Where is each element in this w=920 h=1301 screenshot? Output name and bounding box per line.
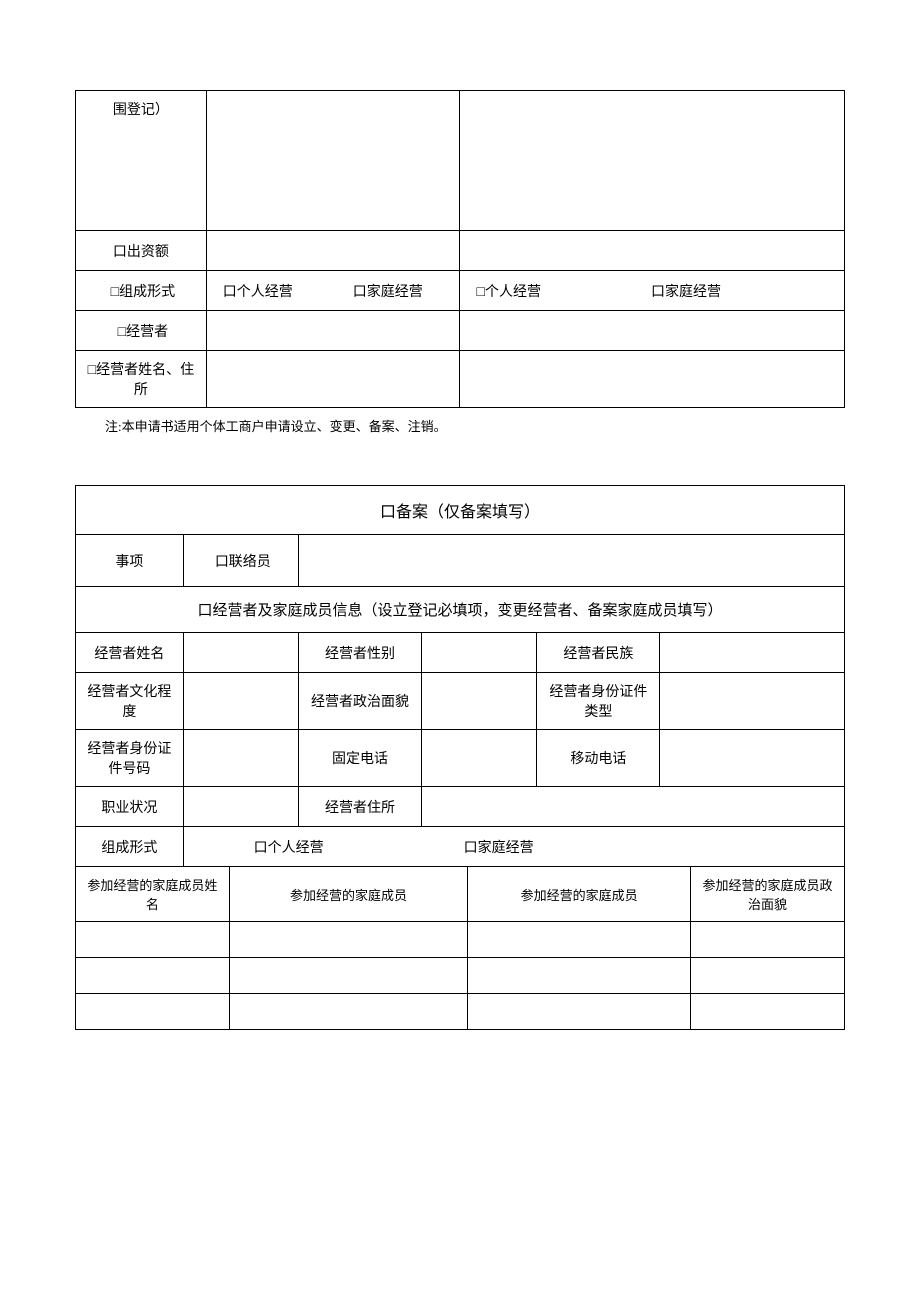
family-r3-c3[interactable] <box>468 994 691 1030</box>
operator-addr-label: 经营者住所 <box>298 787 421 827</box>
composition-opts-left[interactable]: 口个人经营 口家庭经营 <box>206 271 460 311</box>
operator-name-addr-val2[interactable] <box>460 351 845 408</box>
id-type-value[interactable] <box>660 673 845 730</box>
opt-personal-2[interactable]: □个人经营 <box>476 281 540 301</box>
family-r1-c4[interactable] <box>691 922 845 958</box>
liaison-value[interactable] <box>298 535 844 587</box>
capital-val1[interactable] <box>206 231 460 271</box>
landline-label: 固定电话 <box>298 730 421 787</box>
landline-value[interactable] <box>422 730 537 787</box>
scope-registration-val2[interactable] <box>460 91 845 231</box>
family-name-header: 参加经营的家庭成员姓名 <box>76 867 230 922</box>
operator-name-addr-val1[interactable] <box>206 351 460 408</box>
occupation-value[interactable] <box>183 787 298 827</box>
family-r1-c1[interactable] <box>76 922 230 958</box>
mobile-value[interactable] <box>660 730 845 787</box>
opt2-family[interactable]: 口家庭经营 <box>464 837 534 857</box>
operator-gender-value[interactable] <box>422 633 537 673</box>
scope-registration-label: 围登记） <box>76 91 207 231</box>
political-label: 经营者政治面貌 <box>298 673 421 730</box>
operator-label: □经营者 <box>76 311 207 351</box>
scope-registration-val1[interactable] <box>206 91 460 231</box>
family-r3-c1[interactable] <box>76 994 230 1030</box>
family-h2: 参加经营的家庭成员 <box>229 867 467 922</box>
lower-form-table: 口备案（仅备案填写） 事项 口联络员 口经营者及家庭成员信息（设立登记必填项，变… <box>75 485 845 1030</box>
family-h4: 参加经营的家庭成员政治面貌 <box>691 867 845 922</box>
education-label: 经营者文化程度 <box>76 673 184 730</box>
upper-form-table: 围登记） 口出资额 □组成形式 口个人经营 口家庭经营 □个人经营 口家庭经营 … <box>75 90 845 408</box>
political-value[interactable] <box>422 673 537 730</box>
opt-family-1[interactable]: 口家庭经营 <box>353 281 423 301</box>
education-value[interactable] <box>183 673 298 730</box>
family-r2-c4[interactable] <box>691 958 845 994</box>
mobile-label: 移动电话 <box>537 730 660 787</box>
operator-name-label: 经营者姓名 <box>76 633 184 673</box>
family-r3-c4[interactable] <box>691 994 845 1030</box>
id-number-label: 经营者身份证件号码 <box>76 730 184 787</box>
id-type-label: 经营者身份证件类型 <box>537 673 660 730</box>
family-r1-c3[interactable] <box>468 922 691 958</box>
composition2-options[interactable]: 口个人经营 口家庭经营 <box>183 827 844 867</box>
capital-val2[interactable] <box>460 231 845 271</box>
operator-name-value[interactable] <box>183 633 298 673</box>
composition2-label: 组成形式 <box>76 827 184 867</box>
capital-label: 口出资额 <box>76 231 207 271</box>
operator-info-section-header: 口经营者及家庭成员信息（设立登记必填项，变更经营者、备案家庭成员填写） <box>76 587 845 633</box>
filing-section-header: 口备案（仅备案填写） <box>76 486 845 535</box>
id-number-value[interactable] <box>183 730 298 787</box>
operator-val2[interactable] <box>460 311 845 351</box>
family-r2-c2[interactable] <box>229 958 467 994</box>
family-r3-c2[interactable] <box>229 994 467 1030</box>
operator-ethnicity-label: 经营者民族 <box>537 633 660 673</box>
family-r2-c3[interactable] <box>468 958 691 994</box>
operator-addr-value[interactable] <box>422 787 845 827</box>
family-h3: 参加经营的家庭成员 <box>468 867 691 922</box>
family-r1-c2[interactable] <box>229 922 467 958</box>
liaison-label: 口联络员 <box>183 535 298 587</box>
operator-gender-label: 经营者性别 <box>298 633 421 673</box>
occupation-label: 职业状况 <box>76 787 184 827</box>
opt-personal-1[interactable]: 口个人经营 <box>223 281 293 301</box>
family-r2-c1[interactable] <box>76 958 230 994</box>
opt2-personal[interactable]: 口个人经营 <box>254 837 324 857</box>
composition-opts-right[interactable]: □个人经营 口家庭经营 <box>460 271 845 311</box>
opt-family-2[interactable]: 口家庭经营 <box>651 281 721 301</box>
operator-name-addr-label: □经营者姓名、住所 <box>76 351 207 408</box>
operator-val1[interactable] <box>206 311 460 351</box>
application-note: 注:本申请书适用个体工商户申请设立、变更、备案、注销。 <box>105 416 845 435</box>
operator-ethnicity-value[interactable] <box>660 633 845 673</box>
item-label: 事项 <box>76 535 184 587</box>
composition-label: □组成形式 <box>76 271 207 311</box>
